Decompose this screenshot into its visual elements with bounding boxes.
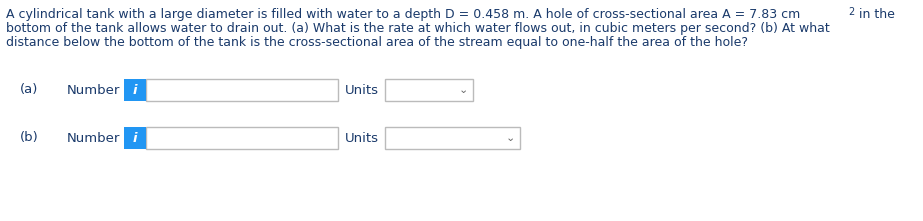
Text: i: i xyxy=(133,84,138,97)
Text: Units: Units xyxy=(345,131,379,145)
FancyBboxPatch shape xyxy=(124,127,146,149)
Text: in the: in the xyxy=(855,8,895,21)
Text: distance below the bottom of the tank is the cross-sectional area of the stream : distance below the bottom of the tank is… xyxy=(6,36,748,49)
Text: (b): (b) xyxy=(20,131,39,145)
Text: 2: 2 xyxy=(848,7,855,17)
Text: ⌄: ⌄ xyxy=(505,133,515,143)
FancyBboxPatch shape xyxy=(385,79,473,101)
Text: bottom of the tank allows water to drain out. (a) What is the rate at which wate: bottom of the tank allows water to drain… xyxy=(6,22,830,35)
Text: Number: Number xyxy=(67,131,120,145)
Text: A cylindrical tank with a large diameter is filled with water to a depth D = 0.4: A cylindrical tank with a large diameter… xyxy=(6,8,800,21)
FancyBboxPatch shape xyxy=(146,79,338,101)
Text: i: i xyxy=(133,131,138,145)
FancyBboxPatch shape xyxy=(124,79,146,101)
FancyBboxPatch shape xyxy=(385,127,520,149)
Text: (a): (a) xyxy=(20,84,39,97)
Text: ⌄: ⌄ xyxy=(459,85,468,95)
FancyBboxPatch shape xyxy=(146,127,338,149)
Text: Number: Number xyxy=(67,84,120,97)
Text: Units: Units xyxy=(345,84,379,97)
